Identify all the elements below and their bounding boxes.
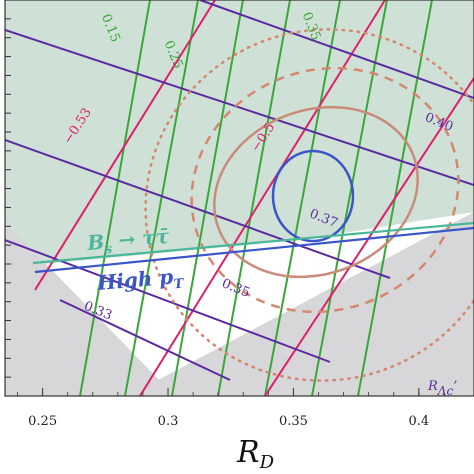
- x-axis-title: RD: [236, 435, 275, 473]
- pink-contour: [34, 0, 216, 291]
- fit-contour-dashed: [190, 66, 460, 314]
- bs-tautau-label: Bs → ττ̄: [85, 224, 170, 259]
- plot-frame: [4, 0, 474, 397]
- x-tick-label: 0.35: [279, 414, 308, 429]
- pink-contour-lines: [34, 0, 474, 396]
- x-axis-ticks: 0.25 0.3 0.35 0.4: [17, 388, 445, 429]
- green-contour: [171, 0, 244, 396]
- green-contour: [311, 0, 388, 396]
- x-tick-label: 0.4: [408, 414, 429, 429]
- purple-contour: [59, 299, 231, 381]
- pink-contour: [264, 77, 474, 396]
- constraint-lines: [32, 221, 474, 274]
- x-tick-label: 0.3: [158, 414, 179, 429]
- bs-tautau-line: [32, 221, 474, 265]
- y-axis-ticks: [5, 18, 11, 397]
- fit-contours: [144, 28, 474, 382]
- green-contour: [79, 0, 151, 396]
- corner-label: RΛc’: [427, 379, 457, 398]
- excluded-region-green: [5, 0, 474, 265]
- purple-contour: [5, 29, 474, 186]
- high-pt-line: [34, 226, 474, 274]
- green-contour: [124, 0, 199, 396]
- purple-contour: [199, 0, 474, 99]
- fit-contour-solid: [213, 105, 419, 279]
- green-contour: [264, 0, 341, 396]
- pink-contour: [139, 0, 386, 396]
- fit-contour-blue: [271, 149, 355, 243]
- purple-contour: [5, 139, 391, 279]
- x-tick-label: 0.25: [28, 414, 57, 429]
- fit-contour-dotted: [144, 28, 474, 382]
- green-contour: [217, 0, 291, 396]
- excluded-region-gray-right: [128, 212, 474, 396]
